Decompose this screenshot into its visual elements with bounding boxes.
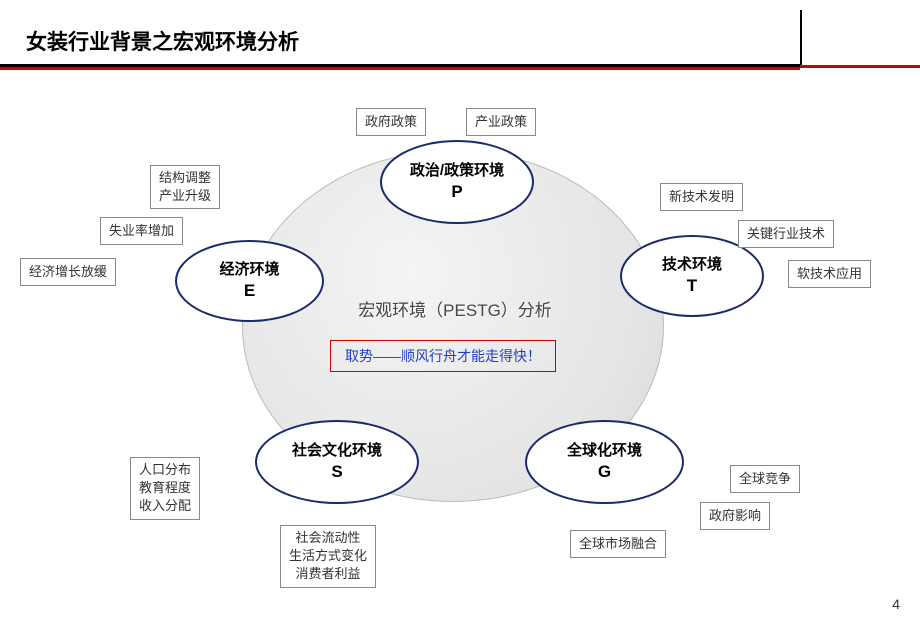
box-t3: 软技术应用 bbox=[788, 260, 871, 288]
node-e-label2: E bbox=[244, 280, 255, 302]
node-s-label1: 社会文化环境 bbox=[292, 441, 382, 461]
node-e: 经济环境 E bbox=[175, 240, 324, 322]
node-t-label1: 技术环境 bbox=[662, 255, 722, 275]
node-t-label2: T bbox=[687, 275, 697, 297]
title-rule-red-right bbox=[800, 65, 920, 68]
box-e2: 失业率增加 bbox=[100, 217, 183, 245]
node-e-label1: 经济环境 bbox=[219, 260, 279, 280]
box-p2: 产业政策 bbox=[466, 108, 536, 136]
node-g-label2: G bbox=[598, 461, 611, 483]
box-e1: 结构调整产业升级 bbox=[150, 165, 220, 209]
node-p-label2: P bbox=[451, 181, 462, 203]
node-s: 社会文化环境 S bbox=[255, 420, 419, 504]
page-number: 4 bbox=[892, 596, 900, 612]
box-s1: 人口分布教育程度收入分配 bbox=[130, 457, 200, 520]
box-s2: 社会流动性生活方式变化消费者利益 bbox=[280, 525, 376, 588]
node-p: 政治/政策环境 P bbox=[380, 140, 534, 224]
title-rule-vertical bbox=[800, 10, 802, 65]
box-g1: 全球竞争 bbox=[730, 465, 800, 493]
box-t1: 新技术发明 bbox=[660, 183, 743, 211]
center-title: 宏观环境（PESTG）分析 bbox=[340, 296, 570, 321]
box-t2: 关键行业技术 bbox=[738, 220, 834, 248]
box-g2: 政府影响 bbox=[700, 502, 770, 530]
node-s-label2: S bbox=[331, 461, 342, 483]
node-g: 全球化环境 G bbox=[525, 420, 684, 504]
page-title: 女装行业背景之宏观环境分析 bbox=[26, 26, 299, 56]
box-p1: 政府政策 bbox=[356, 108, 426, 136]
box-e3: 经济增长放缓 bbox=[20, 258, 116, 286]
box-g3: 全球市场融合 bbox=[570, 530, 666, 558]
title-rule-red bbox=[0, 67, 800, 70]
node-p-label1: 政治/政策环境 bbox=[410, 161, 504, 181]
quote-box: 取势——顺风行舟才能走得快！ bbox=[330, 340, 556, 372]
node-g-label1: 全球化环境 bbox=[567, 441, 642, 461]
